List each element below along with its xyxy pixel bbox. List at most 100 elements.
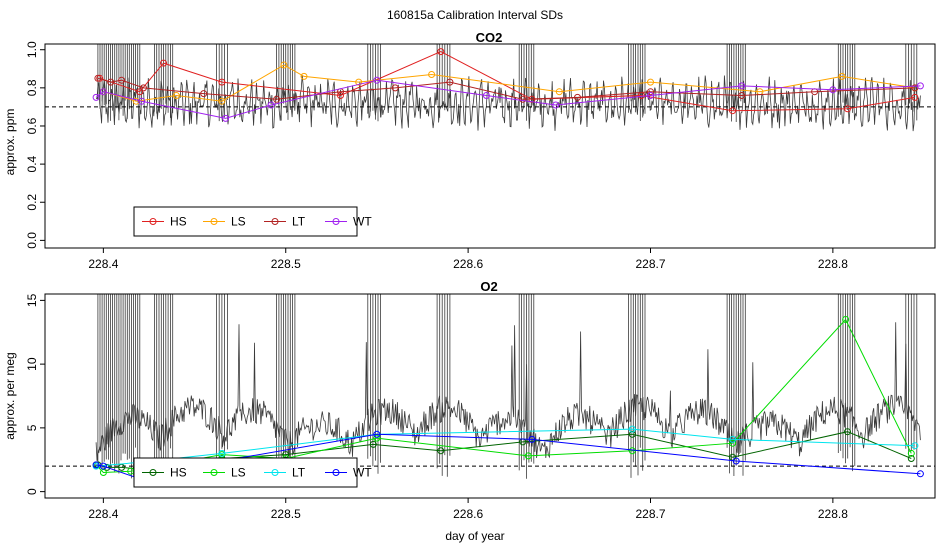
series-point-lt — [94, 74, 102, 82]
series-point-wt — [138, 97, 146, 105]
series-point-wt — [916, 470, 924, 478]
x-tick-label: 228.5 — [271, 507, 301, 521]
y-tick-label: 0 — [25, 488, 39, 495]
legend-box — [133, 206, 358, 237]
legend-label-ls: LS — [231, 466, 246, 480]
y-tick-label: 0.0 — [25, 232, 39, 249]
series-point-lt — [738, 92, 746, 99]
series-line-ls — [95, 318, 912, 474]
x-tick-label: 228.8 — [818, 257, 848, 271]
series-point-ls — [428, 71, 436, 78]
legend-marker-ls — [210, 469, 218, 476]
series-point-lt — [446, 78, 454, 86]
series-point-hs — [337, 92, 344, 99]
series-point-wt — [373, 76, 381, 84]
plot-frame — [44, 293, 936, 499]
series-point-ls — [355, 78, 363, 86]
series-point-wt — [647, 92, 654, 99]
legend-label-lt: LT — [292, 466, 306, 480]
series-point-hs — [103, 463, 111, 471]
legend-marker-ls — [210, 218, 218, 225]
plot-frame — [44, 43, 936, 249]
series-point-lt — [107, 78, 115, 86]
series-point-wt — [482, 92, 490, 99]
o2-panel-title: O2 — [480, 279, 497, 294]
x-tick-label: 228.7 — [635, 507, 665, 521]
series-point-lt — [273, 95, 281, 103]
o2-panel: O2 approx. per meg 228.4 228.5 228.6 228.7 2… — [3, 279, 936, 521]
legend-label-wt: WT — [353, 215, 372, 229]
series-point-ls — [172, 92, 180, 99]
o2-legend: HS LS LT WT — [133, 457, 372, 488]
series-point-wt — [528, 435, 536, 443]
y-tick-label: 1.0 — [25, 41, 39, 58]
series-point-lt — [519, 95, 527, 103]
series-point-ls — [729, 439, 737, 447]
series-point-lt — [200, 90, 208, 98]
series-point-hs — [118, 463, 126, 471]
series-point-ls — [280, 61, 288, 69]
legend-marker-hs — [149, 469, 157, 476]
co2-y-axis-label: approx. ppm — [3, 109, 17, 176]
legend-marker-hs — [149, 218, 157, 225]
series-point-hs — [437, 48, 445, 56]
legend-label-wt: WT — [353, 466, 372, 480]
series-point-lt — [911, 442, 919, 450]
series-point-lt — [574, 93, 581, 101]
series-point-lt — [118, 76, 126, 84]
series-point-ls — [524, 452, 532, 460]
y-tick-label: 0.2 — [25, 194, 39, 211]
series-point-ls — [300, 72, 308, 80]
figure-title: 160815a Calibration Interval SDs — [387, 8, 563, 22]
x-tick-label: 228.4 — [88, 257, 118, 271]
series-point-wt — [99, 462, 107, 470]
o2-y-axis-label: approx. per meg — [3, 352, 17, 439]
series-point-wt — [99, 88, 107, 96]
series-line-hs — [99, 51, 915, 112]
co2-axes-layer: 228.4 228.5 228.6 228.7 228.8 0.0 0.2 0.4 0.6 0.8… — [25, 41, 936, 271]
series-point-wt — [552, 101, 560, 109]
series-point-ls — [842, 316, 850, 323]
sensor-trace — [96, 74, 921, 132]
series-point-hs — [729, 107, 737, 115]
series-line-wt — [96, 433, 921, 480]
series-point-hs — [437, 447, 445, 455]
series-point-hs — [136, 88, 144, 96]
y-tick-label: 0.4 — [25, 155, 39, 172]
o2-axes-layer: 228.4 228.5 228.6 228.7 228.8 0 5 10 15 — [25, 293, 936, 521]
x-tick-label: 228.4 — [88, 507, 118, 521]
series-point-hs — [218, 78, 226, 86]
series-point-ls — [907, 449, 915, 457]
series-point-hs — [911, 93, 919, 101]
x-tick-label: 228.8 — [818, 507, 848, 521]
series-point-wt — [916, 82, 924, 90]
legend-marker-lt — [271, 469, 279, 476]
co2-trace-layer — [96, 44, 921, 132]
x-tick-label: 228.6 — [453, 507, 483, 521]
legend-marker-lt — [271, 218, 279, 225]
co2-series-layer — [92, 48, 924, 122]
series-point-lt — [647, 88, 654, 96]
series-point-lt — [729, 435, 737, 443]
legend-label-hs: HS — [170, 466, 187, 480]
series-point-ls — [647, 78, 654, 86]
series-point-wt — [267, 101, 275, 109]
o2-series-layer — [92, 316, 924, 483]
sensor-trace — [95, 322, 921, 461]
series-point-hs — [844, 105, 851, 113]
x-tick-label: 228.5 — [271, 257, 301, 271]
series-line-hs — [97, 431, 912, 470]
series-point-hs — [628, 430, 636, 438]
co2-panel: CO2 approx. ppm 228.4 228.5 228.6 228.7 228.… — [3, 30, 936, 271]
series-line-wt — [95, 79, 921, 119]
co2-legend: HS LS LT WT — [133, 206, 372, 237]
y-tick-label: 0.6 — [25, 117, 39, 134]
series-point-ls — [838, 72, 846, 80]
series-point-hs — [369, 440, 377, 448]
series-point-wt — [738, 82, 746, 90]
legend-marker-wt — [332, 218, 340, 225]
legend-box — [133, 457, 358, 488]
series-point-wt — [732, 457, 740, 465]
y-tick-label: 5 — [25, 424, 39, 431]
